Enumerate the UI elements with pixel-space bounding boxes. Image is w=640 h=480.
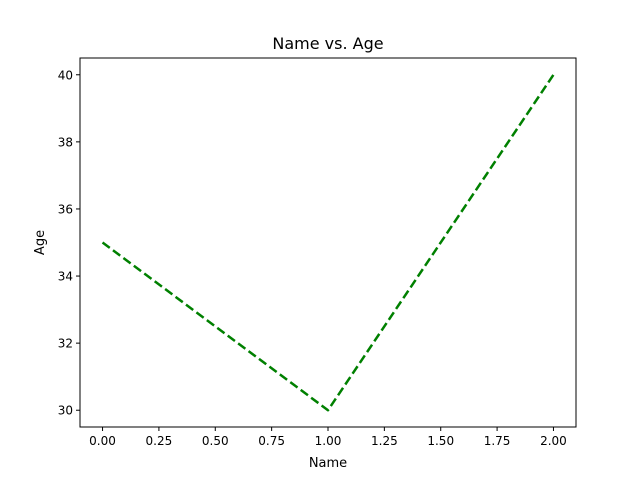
x-tick-label: 0.25 — [146, 434, 173, 448]
plot-area-frame — [79, 57, 577, 428]
x-tick-label: 1.75 — [484, 434, 511, 448]
series-layer — [101, 74, 555, 412]
y-tick-label: 30 — [58, 404, 73, 418]
x-axis-ticks: 0.00 0.25 0.50 0.75 1.00 1.25 1.50 1.75 2.00 — [89, 427, 567, 448]
y-tick-label: 32 — [58, 337, 73, 351]
y-axis-ticks: 30 32 34 36 38 40 — [58, 68, 80, 418]
y-tick-label: 34 — [58, 270, 73, 284]
y-axis-label: Age — [33, 230, 48, 255]
x-tick-label: 0.00 — [89, 434, 116, 448]
x-tick-label: 2.00 — [540, 434, 567, 448]
y-tick-label: 38 — [58, 135, 73, 149]
x-tick-label: 1.50 — [427, 434, 454, 448]
chart-title: Name vs. Age — [272, 34, 383, 53]
x-tick-label: 1.00 — [315, 434, 342, 448]
x-tick-label: 1.25 — [371, 434, 398, 448]
y-tick-label: 36 — [58, 202, 73, 216]
x-axis-label: Name — [309, 456, 347, 471]
series-line-0 — [101, 74, 555, 412]
x-tick-label: 0.75 — [258, 434, 285, 448]
y-tick-label: 40 — [58, 68, 73, 82]
x-tick-label: 0.50 — [202, 434, 229, 448]
